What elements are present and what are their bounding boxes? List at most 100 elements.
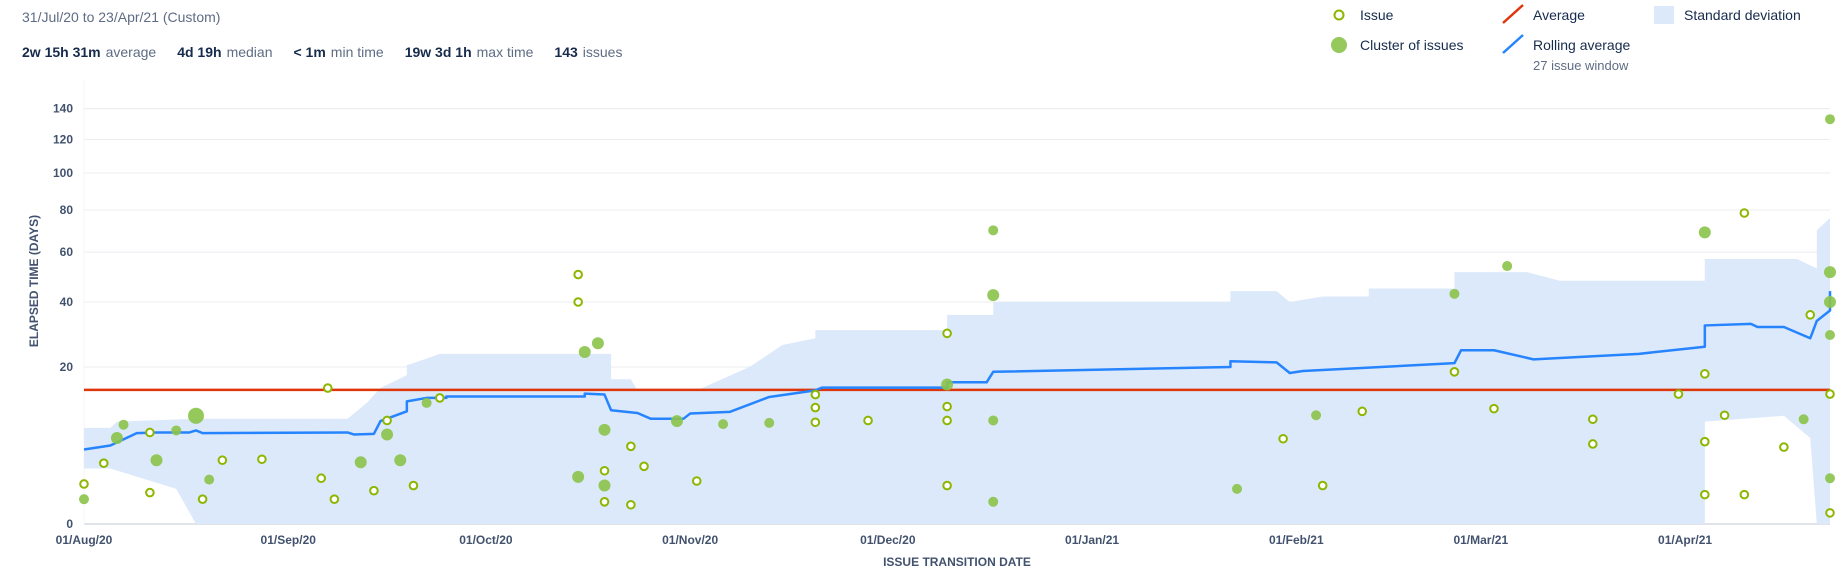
issue-point[interactable] [1317,480,1328,491]
cluster-point[interactable] [1232,483,1243,494]
issue-point[interactable] [382,415,392,426]
issue-point[interactable] [434,393,445,403]
issue-point[interactable] [408,480,419,491]
issue-point[interactable] [1700,369,1710,379]
issue-point[interactable] [599,465,610,476]
cluster-point[interactable] [118,419,129,430]
cluster-point[interactable] [1311,410,1322,421]
issue-point[interactable] [1739,208,1750,218]
issue-point[interactable] [1357,406,1368,417]
cluster-point[interactable] [578,346,591,359]
issue-point[interactable] [810,389,821,400]
cluster-point[interactable] [1449,288,1460,299]
cluster-point[interactable] [988,225,999,236]
cluster-point[interactable] [1824,266,1836,279]
cluster-point[interactable] [572,470,585,483]
issue-point[interactable] [1739,489,1750,500]
data-points [79,114,1836,518]
legend-issue-marker[interactable] [1333,9,1345,21]
issue-point[interactable] [1825,389,1835,399]
issue-point[interactable] [942,415,952,426]
issue-point[interactable] [1588,439,1598,449]
cluster-point[interactable] [1502,261,1513,272]
summary-stats: 2w 15h 31m average 4d 19h median < 1m min t… [22,44,643,60]
issue-point[interactable] [573,269,583,280]
cluster-point[interactable] [394,454,407,467]
cluster-point[interactable] [1698,226,1711,239]
cluster-point[interactable] [988,415,999,426]
issue-point[interactable] [322,383,333,393]
cluster-point[interactable] [171,425,182,436]
cluster-point[interactable] [598,423,611,436]
issue-point[interactable] [1278,433,1288,444]
legend-average-marker[interactable] [1502,4,1524,24]
cluster-point[interactable] [1824,296,1836,308]
cluster-point[interactable] [188,407,205,424]
cluster-point[interactable] [941,378,954,391]
issue-point[interactable] [197,494,208,504]
issue-point[interactable] [1588,414,1598,425]
stat-issues-label: issues [582,44,623,60]
stat-issues-value: 143 [554,44,578,60]
issue-point[interactable] [79,479,89,489]
issue-point[interactable] [329,494,340,504]
cluster-point[interactable] [670,415,683,428]
std-dev-band [84,198,1830,524]
issue-point[interactable] [257,454,267,465]
issue-point[interactable] [626,441,636,452]
issue-point[interactable] [1449,367,1460,377]
legend-rolling-marker[interactable] [1502,34,1524,54]
cluster-point[interactable] [591,337,604,350]
issue-point[interactable] [217,455,228,466]
issue-point[interactable] [942,401,952,412]
legend-issue-label: Issue [1360,7,1394,23]
issue-point[interactable] [942,328,952,339]
cluster-point[interactable] [1825,473,1835,484]
issue-point[interactable] [1673,389,1684,399]
issue-point[interactable] [863,415,873,426]
issue-point[interactable] [98,458,109,469]
issue-point[interactable] [316,473,326,484]
issue-point[interactable] [810,402,821,413]
cluster-point[interactable] [1825,114,1835,125]
stat-median: 4d 19h median [177,44,272,60]
cluster-point[interactable] [764,417,775,428]
cluster-point[interactable] [354,456,367,469]
issue-point[interactable] [369,485,379,496]
issue-point[interactable] [626,499,636,510]
y-axis-title: ELAPSED TIME (DAYS) [27,215,41,347]
cluster-point[interactable] [110,432,123,445]
cluster-point[interactable] [718,419,729,430]
issue-point[interactable] [145,427,155,438]
issue-point[interactable] [1779,442,1789,452]
cluster-point[interactable] [988,496,999,507]
issue-point[interactable] [1489,403,1499,414]
cluster-point[interactable] [204,474,215,485]
legend-stddev-marker[interactable] [1654,6,1674,24]
issue-point[interactable] [1700,436,1710,447]
issue-point[interactable] [573,297,583,307]
issue-point[interactable] [691,476,702,486]
cluster-point[interactable] [1825,329,1835,340]
legend-cluster-marker[interactable] [1331,37,1347,53]
cluster-point[interactable] [381,428,394,441]
x-tick-label: 01/Sep/20 [261,533,317,547]
issue-point[interactable] [942,480,952,491]
y-tick-label: 60 [60,245,74,259]
issue-point[interactable] [599,497,610,507]
issue-point[interactable] [1825,508,1835,518]
issue-point[interactable] [810,417,821,428]
issue-point[interactable] [145,487,155,498]
issue-point[interactable] [639,461,649,472]
cluster-point[interactable] [150,454,163,467]
issue-point[interactable] [1719,410,1730,421]
cluster-point[interactable] [598,479,611,492]
cluster-point[interactable] [987,289,1000,302]
issue-point[interactable] [1700,489,1710,500]
cluster-point[interactable] [421,397,432,408]
cluster-point[interactable] [79,494,89,505]
legend-stddev-label: Standard deviation [1684,7,1801,23]
cluster-point[interactable] [1798,414,1809,425]
issue-point[interactable] [1805,310,1816,320]
